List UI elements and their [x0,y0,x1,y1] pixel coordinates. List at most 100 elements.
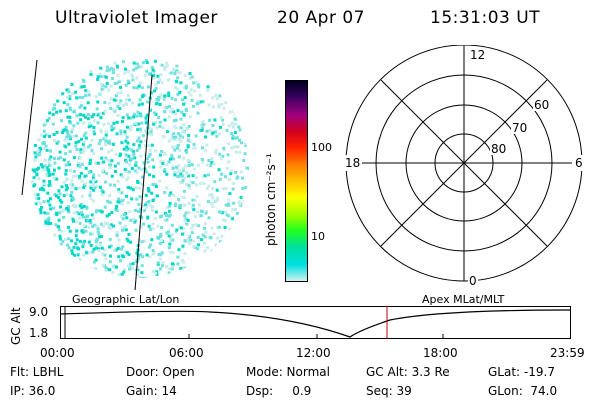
uv-pixel [104,143,108,146]
uv-pixel [48,161,51,165]
uv-pixel [111,71,115,75]
uv-pixel [184,84,188,88]
uv-pixel [136,128,140,132]
uv-pixel [196,247,200,251]
uv-pixel [232,145,236,149]
uv-pixel [147,200,151,203]
uv-pixel [177,155,181,159]
uv-pixel [191,181,195,185]
uv-pixel [133,219,137,223]
uv-pixel [117,272,121,276]
status-glat: GLat: -19.7 [488,365,555,379]
uv-pixel [134,228,138,232]
uv-pixel [107,212,111,216]
uv-pixel [64,152,68,156]
uv-pixel [197,243,201,247]
uv-pixel [230,132,233,136]
uv-pixel [120,202,124,206]
uv-pixel [114,98,118,102]
uv-pixel [147,123,151,127]
uv-pixel [145,201,149,205]
uv-pixel [167,160,171,164]
uv-pixel [113,109,117,113]
uv-pixel [92,247,96,251]
uv-pixel [203,235,207,239]
uv-pixel [68,150,72,153]
uv-pixel [238,138,241,142]
uv-pixel [102,224,106,228]
uv-pixel [97,249,101,253]
uv-pixel [90,213,94,217]
uv-pixel [88,219,92,222]
uv-pixel [176,76,180,80]
uv-pixel [186,238,189,242]
uv-pixel [43,158,47,162]
uv-pixel [148,277,152,278]
uv-pixel [207,173,210,177]
uv-pixel [219,156,223,160]
uv-pixel [91,250,95,254]
uv-pixel [227,198,231,202]
uv-pixel [33,159,37,162]
uv-pixel [184,211,188,215]
uv-pixel [66,115,70,119]
uv-pixel [166,78,170,82]
uv-pixel [170,108,174,112]
uv-pixel [141,175,145,179]
uv-pixel [158,124,162,128]
uv-pixel [121,217,125,221]
uv-pixel [82,121,86,125]
uv-pixel [172,70,176,74]
uv-pixel [132,68,136,72]
uv-pixel [135,251,139,255]
uv-pixel [132,115,136,119]
uv-pixel [96,230,100,234]
uv-pixel [170,223,174,227]
uv-pixel [148,165,152,169]
uv-pixel [158,215,162,219]
uv-pixel [211,105,215,109]
uv-pixel [138,186,142,190]
uv-pixel [70,198,74,202]
uv-pixel [61,131,65,135]
uv-pixel [117,190,121,194]
uv-pixel [183,214,187,218]
uv-pixel [131,78,135,82]
uv-pixel [183,252,187,256]
uv-pixel [67,237,71,241]
uv-pixel [163,191,167,194]
uv-pixel [159,235,163,238]
uv-pixel [130,197,134,201]
uv-pixel [71,128,75,131]
uv-pixel [147,224,151,228]
uv-pixel [160,63,164,67]
uv-pixel [100,252,104,256]
uv-pixel [163,211,167,215]
uv-pixel [148,227,152,231]
uv-pixel [227,124,231,128]
uv-pixel [109,84,113,88]
uv-pixel [139,207,143,211]
uv-pixel [84,94,88,97]
uv-pixel [117,238,121,242]
uv-pixel [149,91,153,95]
uv-pixel [194,183,198,187]
uv-pixel [163,219,167,222]
uv-pixel [231,121,235,125]
uv-pixel [140,102,144,106]
uv-pixel [177,174,181,178]
uv-pixel [40,163,43,167]
uv-pixel [33,144,37,147]
mlt-label-0: 0 [469,274,477,288]
uv-pixel [87,93,91,97]
uv-pixel [154,149,158,153]
uv-pixel [186,138,190,142]
uv-pixel [103,248,107,252]
uv-pixel [139,154,143,158]
uv-pixel [90,149,94,153]
uv-pixel [82,185,86,189]
uv-pixel [137,84,141,88]
uv-pixel [64,145,68,149]
uv-pixel [64,109,68,113]
uv-pixel [58,211,62,215]
